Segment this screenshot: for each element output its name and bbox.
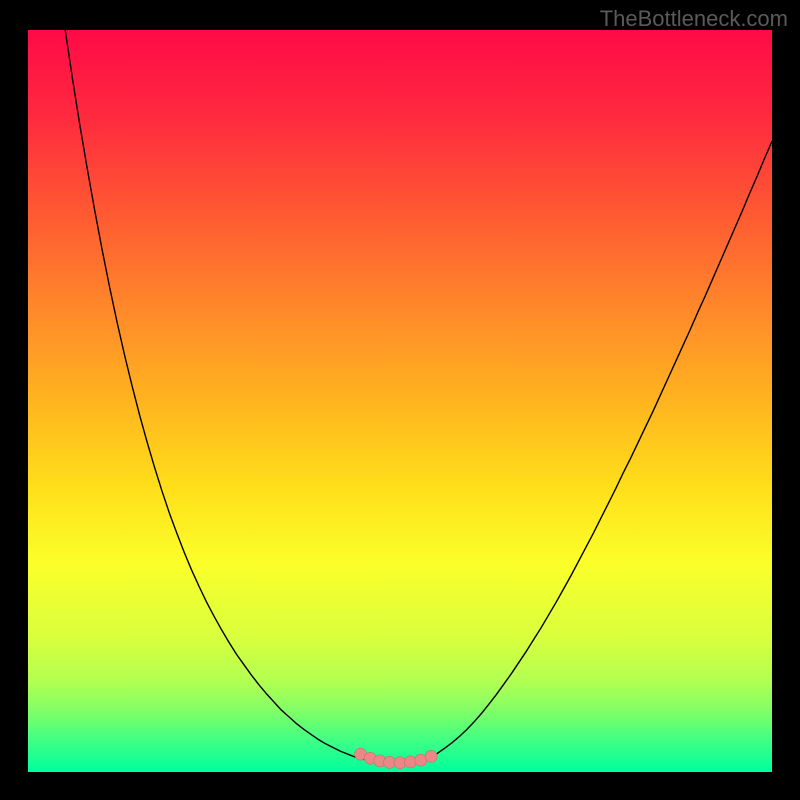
chart-stage: TheBottleneck.com xyxy=(0,0,800,800)
marker-dot xyxy=(425,750,437,762)
gradient-background xyxy=(28,30,772,772)
plot-area xyxy=(28,30,772,772)
marker-dot xyxy=(404,756,416,768)
watermark-text: TheBottleneck.com xyxy=(600,6,788,32)
